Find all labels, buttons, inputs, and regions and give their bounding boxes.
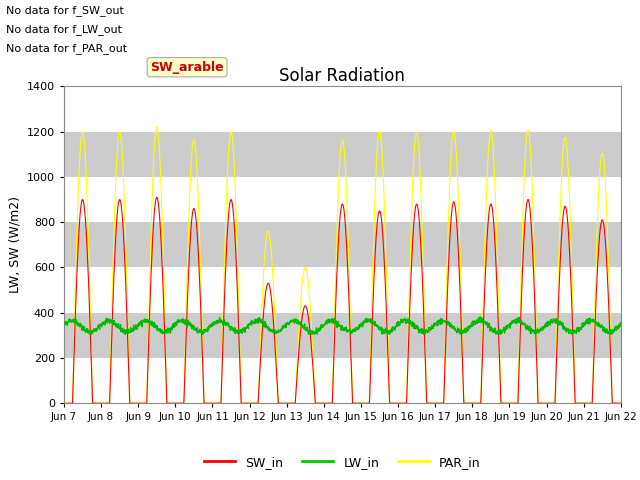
Text: No data for f_SW_out: No data for f_SW_out (6, 5, 124, 16)
Bar (64, 222, 621, 267)
Bar (64, 86, 621, 132)
Text: No data for f_LW_out: No data for f_LW_out (6, 24, 122, 35)
Text: SW_arable: SW_arable (150, 61, 224, 74)
Bar (64, 132, 621, 177)
Text: No data for f_PAR_out: No data for f_PAR_out (6, 43, 127, 54)
Bar (64, 358, 621, 403)
Bar (64, 312, 621, 358)
Bar (64, 267, 621, 312)
Y-axis label: LW, SW (W/m2): LW, SW (W/m2) (8, 196, 21, 293)
Bar (64, 177, 621, 222)
Legend: SW_in, LW_in, PAR_in: SW_in, LW_in, PAR_in (199, 451, 486, 474)
Title: Solar Radiation: Solar Radiation (280, 67, 405, 85)
